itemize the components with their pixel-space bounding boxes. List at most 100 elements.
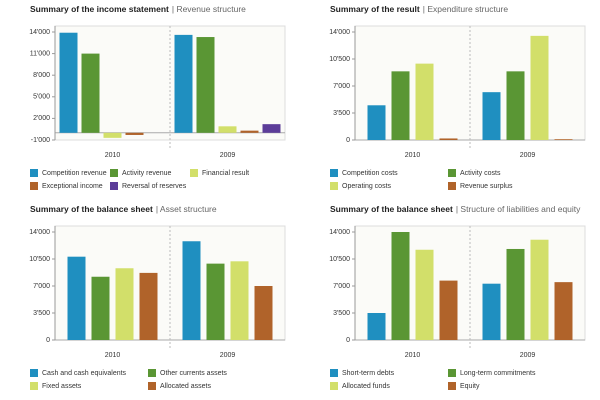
legend-label: Reversal of reserves (122, 183, 187, 190)
bar (262, 124, 281, 133)
bar (554, 282, 573, 340)
bar (506, 71, 525, 140)
legend-label: Activity costs (460, 170, 501, 177)
bar (139, 272, 158, 340)
x-tick-label: 2009 (220, 152, 236, 159)
legend-label: Equity (460, 383, 480, 390)
bar (59, 32, 78, 133)
bar (91, 276, 110, 340)
legend-label: Financial result (202, 170, 249, 177)
x-tick-label: 2010 (105, 352, 121, 359)
x-tick-label: 2010 (405, 352, 421, 359)
legend-swatch (30, 382, 38, 390)
legend-swatch (190, 169, 198, 177)
legend-label: Long-term commitments (460, 370, 536, 377)
legend-label: Operating costs (342, 183, 392, 190)
y-tick-label: 3'500 (33, 310, 50, 317)
x-tick-label: 2010 (405, 152, 421, 159)
legend-label: Exceptional income (42, 183, 103, 190)
bar (367, 105, 386, 140)
legend-swatch (148, 369, 156, 377)
legend-swatch (30, 169, 38, 177)
legend-label: Other currents assets (160, 370, 227, 377)
bar (415, 249, 434, 340)
legend-label: Competition revenue (42, 170, 107, 177)
legend-swatch (330, 369, 338, 377)
bar (254, 286, 273, 340)
legend-swatch (448, 169, 456, 177)
bar (391, 232, 410, 340)
title-text: Summary of the balance sheet (330, 204, 453, 214)
bar (206, 263, 225, 340)
x-tick-label: 2009 (220, 352, 236, 359)
legend-swatch (330, 382, 338, 390)
legend-label: Allocated assets (160, 383, 211, 390)
bar (115, 268, 134, 340)
legend-swatch (30, 369, 38, 377)
y-tick-label: 8'000 (33, 72, 50, 79)
legend-label: Allocated funds (342, 383, 390, 390)
subtitle-text: | Revenue structure (172, 4, 246, 14)
chart-title: Summary of the balance sheet | Asset stru… (30, 204, 217, 214)
bar (125, 132, 144, 135)
legend-swatch (110, 169, 118, 177)
bar (554, 139, 573, 140)
bar (439, 280, 458, 340)
y-tick-label: 7'000 (333, 83, 350, 90)
bar (182, 241, 201, 340)
bar (103, 132, 122, 138)
bar (196, 37, 215, 133)
bar (174, 34, 193, 133)
bar (530, 35, 549, 140)
subtitle-text: | Expenditure structure (423, 4, 509, 14)
y-tick-label: 5'000 (33, 94, 50, 101)
subtitle-text: | Structure of liabilities and equity (456, 204, 581, 214)
chart-panel: Summary of the balance sheet | Asset stru… (29, 204, 286, 390)
bar (218, 126, 237, 133)
bar (81, 53, 100, 133)
y-tick-label: 0 (346, 337, 350, 344)
x-tick-label: 2009 (520, 152, 536, 159)
title-text: Summary of the result (330, 4, 420, 14)
legend-swatch (330, 182, 338, 190)
y-tick-label: 10'500 (329, 256, 350, 263)
bar (367, 313, 386, 340)
y-tick-label: 10'500 (329, 56, 350, 63)
legend-label: Revenue surplus (460, 183, 513, 190)
y-tick-label: 11'000 (30, 50, 50, 57)
y-tick-label: -1'000 (31, 137, 50, 144)
legend-swatch (30, 182, 38, 190)
bar (482, 283, 501, 340)
y-tick-label: 0 (346, 137, 350, 144)
legend-label: Competition costs (342, 170, 398, 177)
title-text: Summary of the income statement (30, 4, 169, 14)
bar (240, 130, 259, 133)
chart-panel: Summary of the income statement | Revenue… (29, 4, 286, 190)
chart-title: Summary of the result | Expenditure struc… (330, 4, 508, 14)
y-tick-label: 7'000 (333, 283, 350, 290)
y-tick-label: 7'000 (33, 283, 50, 290)
legend-swatch (148, 382, 156, 390)
y-tick-label: 14'000 (29, 229, 50, 236)
bar (439, 138, 458, 140)
legend-label: Short-term debts (342, 370, 395, 377)
legend-swatch (110, 182, 118, 190)
y-tick-label: 3'500 (333, 310, 350, 317)
y-tick-label: 0 (46, 337, 50, 344)
bar (67, 256, 86, 340)
bar (391, 71, 410, 140)
legend-label: Fixed assets (42, 383, 82, 390)
legend-swatch (330, 169, 338, 177)
legend-swatch (448, 369, 456, 377)
legend-swatch (448, 382, 456, 390)
y-tick-label: 2'000 (33, 115, 50, 122)
y-tick-label: 14'000 (329, 229, 350, 236)
y-tick-label: 10'500 (29, 256, 50, 263)
chart-title: Summary of the balance sheet | Structure … (330, 204, 581, 214)
title-text: Summary of the balance sheet (30, 204, 153, 214)
subtitle-text: | Asset structure (156, 204, 217, 214)
legend-swatch (448, 182, 456, 190)
y-tick-label: 14'000 (329, 29, 350, 36)
